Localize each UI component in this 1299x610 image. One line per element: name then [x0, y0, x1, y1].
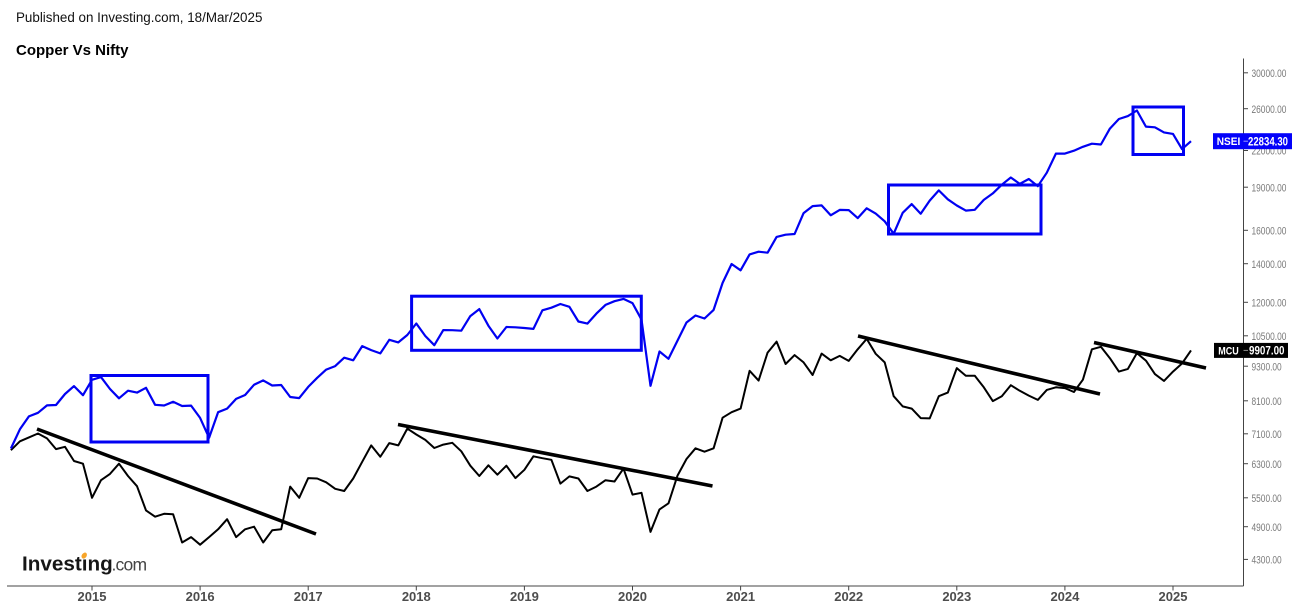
svg-text:19000.00: 19000.00 — [1252, 182, 1287, 194]
svg-text:14000.00: 14000.00 — [1252, 259, 1287, 271]
svg-text:Copper Vs Nifty: Copper Vs Nifty — [16, 42, 129, 59]
svg-text:.com: .com — [112, 554, 147, 574]
svg-text:2025: 2025 — [1159, 589, 1188, 604]
svg-text:2016: 2016 — [186, 589, 215, 604]
svg-text:2023: 2023 — [942, 589, 971, 604]
svg-text:22834.30: 22834.30 — [1248, 136, 1288, 148]
svg-text:9300.00: 9300.00 — [1252, 361, 1282, 373]
svg-text:26000.00: 26000.00 — [1252, 104, 1287, 116]
svg-text:NSEI: NSEI — [1217, 136, 1241, 148]
svg-text:Investıng: Investıng — [22, 552, 113, 575]
svg-text:2015: 2015 — [78, 589, 107, 604]
svg-text:2022: 2022 — [834, 589, 863, 604]
svg-text:8100.00: 8100.00 — [1252, 396, 1282, 408]
svg-text:2021: 2021 — [726, 589, 755, 604]
svg-text:6300.00: 6300.00 — [1252, 459, 1282, 471]
svg-text:Published on Investing.com, 18: Published on Investing.com, 18/Mar/2025 — [16, 10, 262, 25]
svg-text:12000.00: 12000.00 — [1252, 297, 1287, 309]
svg-text:4900.00: 4900.00 — [1252, 522, 1282, 534]
svg-text:9907.00: 9907.00 — [1249, 346, 1285, 358]
svg-text:30000.00: 30000.00 — [1252, 68, 1287, 80]
svg-text:4300.00: 4300.00 — [1252, 555, 1282, 567]
svg-text:5500.00: 5500.00 — [1252, 493, 1282, 505]
svg-text:MCU: MCU — [1218, 345, 1239, 357]
svg-text:7100.00: 7100.00 — [1252, 429, 1282, 441]
svg-text:2017: 2017 — [294, 589, 323, 604]
svg-text:16000.00: 16000.00 — [1252, 225, 1287, 237]
svg-text:2020: 2020 — [618, 589, 647, 604]
svg-text:10500.00: 10500.00 — [1252, 331, 1287, 343]
svg-text:2019: 2019 — [510, 589, 539, 604]
svg-text:2018: 2018 — [402, 589, 431, 604]
svg-text:2024: 2024 — [1050, 589, 1080, 604]
